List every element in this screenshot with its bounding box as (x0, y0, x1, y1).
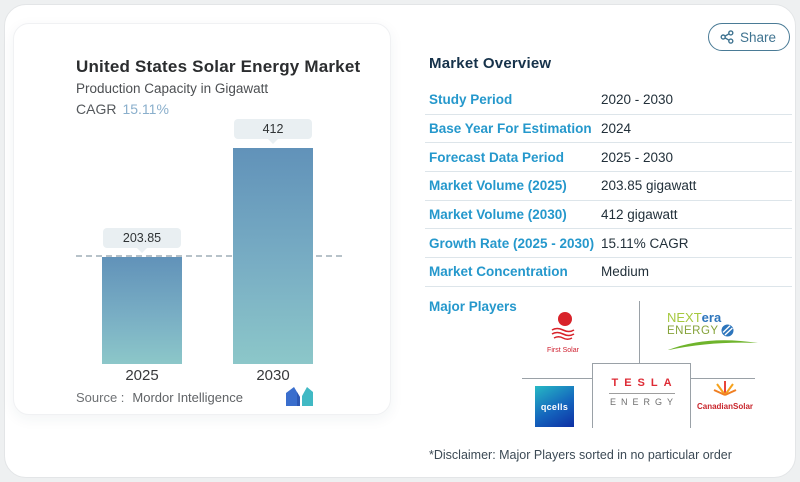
bar-group-2025: 203.85 (102, 228, 182, 364)
main-card: United States Solar Energy Market Produc… (4, 4, 796, 478)
x-axis-label-2025: 2025 (125, 367, 159, 384)
share-button[interactable]: Share (708, 23, 791, 51)
major-players-label: Major Players (429, 299, 517, 314)
first-solar-name: First Solar (547, 347, 579, 354)
tesla-divider-line (608, 393, 675, 394)
table-row: Market Volume (2025) 203.85 gigawatt (425, 172, 792, 201)
canadian-solar-sun-icon (713, 381, 737, 396)
canadian-solar-logo: CanadianSolar (693, 377, 757, 411)
row-label: Market Volume (2030) (429, 207, 567, 223)
table-row: Study Period 2020 - 2030 (425, 86, 792, 115)
chart-card: United States Solar Energy Market Produc… (13, 23, 391, 415)
disclaimer-text: *Disclaimer: Major Players sorted in no … (429, 448, 732, 462)
source-label: Source : (76, 390, 125, 405)
row-value: 15.11% CAGR (601, 235, 689, 251)
row-label: Growth Rate (2025 - 2030) (429, 235, 595, 251)
bar-2030[interactable] (233, 148, 313, 364)
canadian-solar-name: CanadianSolar (696, 402, 753, 411)
connector-vertical-line (639, 301, 640, 363)
table-row: Forecast Data Period 2025 - 2030 (425, 143, 792, 173)
connector-horizontal-left-line (522, 378, 592, 379)
table-row: Market Concentration Medium (425, 258, 792, 287)
reference-dashed-line (76, 255, 342, 257)
share-button-label: Share (740, 29, 777, 45)
first-solar-sun-icon (551, 312, 575, 340)
row-label: Study Period (429, 92, 513, 108)
mordor-intelligence-logo-icon (286, 387, 313, 406)
cagr-label: CAGR (76, 101, 117, 117)
nextera-energy-logo: NEXTera ENERGY (667, 311, 759, 356)
nextera-next-text: NEXT (667, 310, 702, 325)
connector-horizontal-right-line (691, 378, 755, 379)
row-label: Base Year For Estimation (429, 121, 592, 137)
tesla-wordmark: TESLA (611, 377, 678, 389)
nextera-energy-text: ENERGY (667, 324, 719, 337)
nextera-swoosh-icon (668, 340, 758, 350)
row-value: 203.85 gigawatt (601, 178, 697, 194)
qcells-logo[interactable]: Qcells (535, 386, 574, 427)
row-value: 412 gigawatt (601, 207, 678, 223)
row-label: Market Volume (2025) (429, 178, 567, 194)
bar-value-label-2030: 412 (234, 119, 312, 139)
x-axis-label-2030: 2030 (256, 367, 290, 384)
table-row: Market Volume (2030) 412 gigawatt (425, 201, 792, 230)
cagr-value: 15.11% (122, 101, 169, 117)
row-value: 2025 - 2030 (601, 149, 674, 165)
nextera-era-text: era (701, 310, 722, 325)
overview-table: Study Period 2020 - 2030 Base Year For E… (425, 86, 792, 287)
row-label: Market Concentration (429, 264, 568, 280)
qcells-wordmark: Qcells (540, 401, 569, 412)
nextera-wordmark-line1: NEXTera (667, 311, 759, 324)
bar-value-label-2025: 203.85 (103, 228, 181, 248)
tesla-energy-text: ENERGY (609, 397, 678, 407)
row-value: Medium (601, 264, 650, 280)
nextera-wordmark-line2: ENERGY (667, 324, 759, 337)
bar-2025[interactable] (102, 257, 182, 364)
row-value: 2024 (601, 121, 632, 137)
nextera-globe-icon (721, 324, 734, 337)
first-solar-logo: First Solar (538, 311, 588, 354)
share-icon (720, 30, 734, 44)
bar-group-2030: 412 (233, 119, 313, 364)
source-row: Source : Mordor Intelligence (76, 390, 243, 405)
tesla-energy-logo-box: TESLA ENERGY (592, 363, 691, 428)
chart-subtitle: Production Capacity in Gigawatt (76, 81, 269, 96)
overview-title: Market Overview (429, 55, 552, 72)
source-value: Mordor Intelligence (132, 390, 243, 405)
chart-title: United States Solar Energy Market (76, 57, 361, 76)
row-label: Forecast Data Period (429, 149, 565, 165)
row-value: 2020 - 2030 (601, 92, 674, 108)
table-row: Base Year For Estimation 2024 (425, 115, 792, 144)
cagr-row: CAGR 15.11% (76, 101, 169, 117)
table-row: Growth Rate (2025 - 2030) 15.11% CAGR (425, 229, 792, 259)
